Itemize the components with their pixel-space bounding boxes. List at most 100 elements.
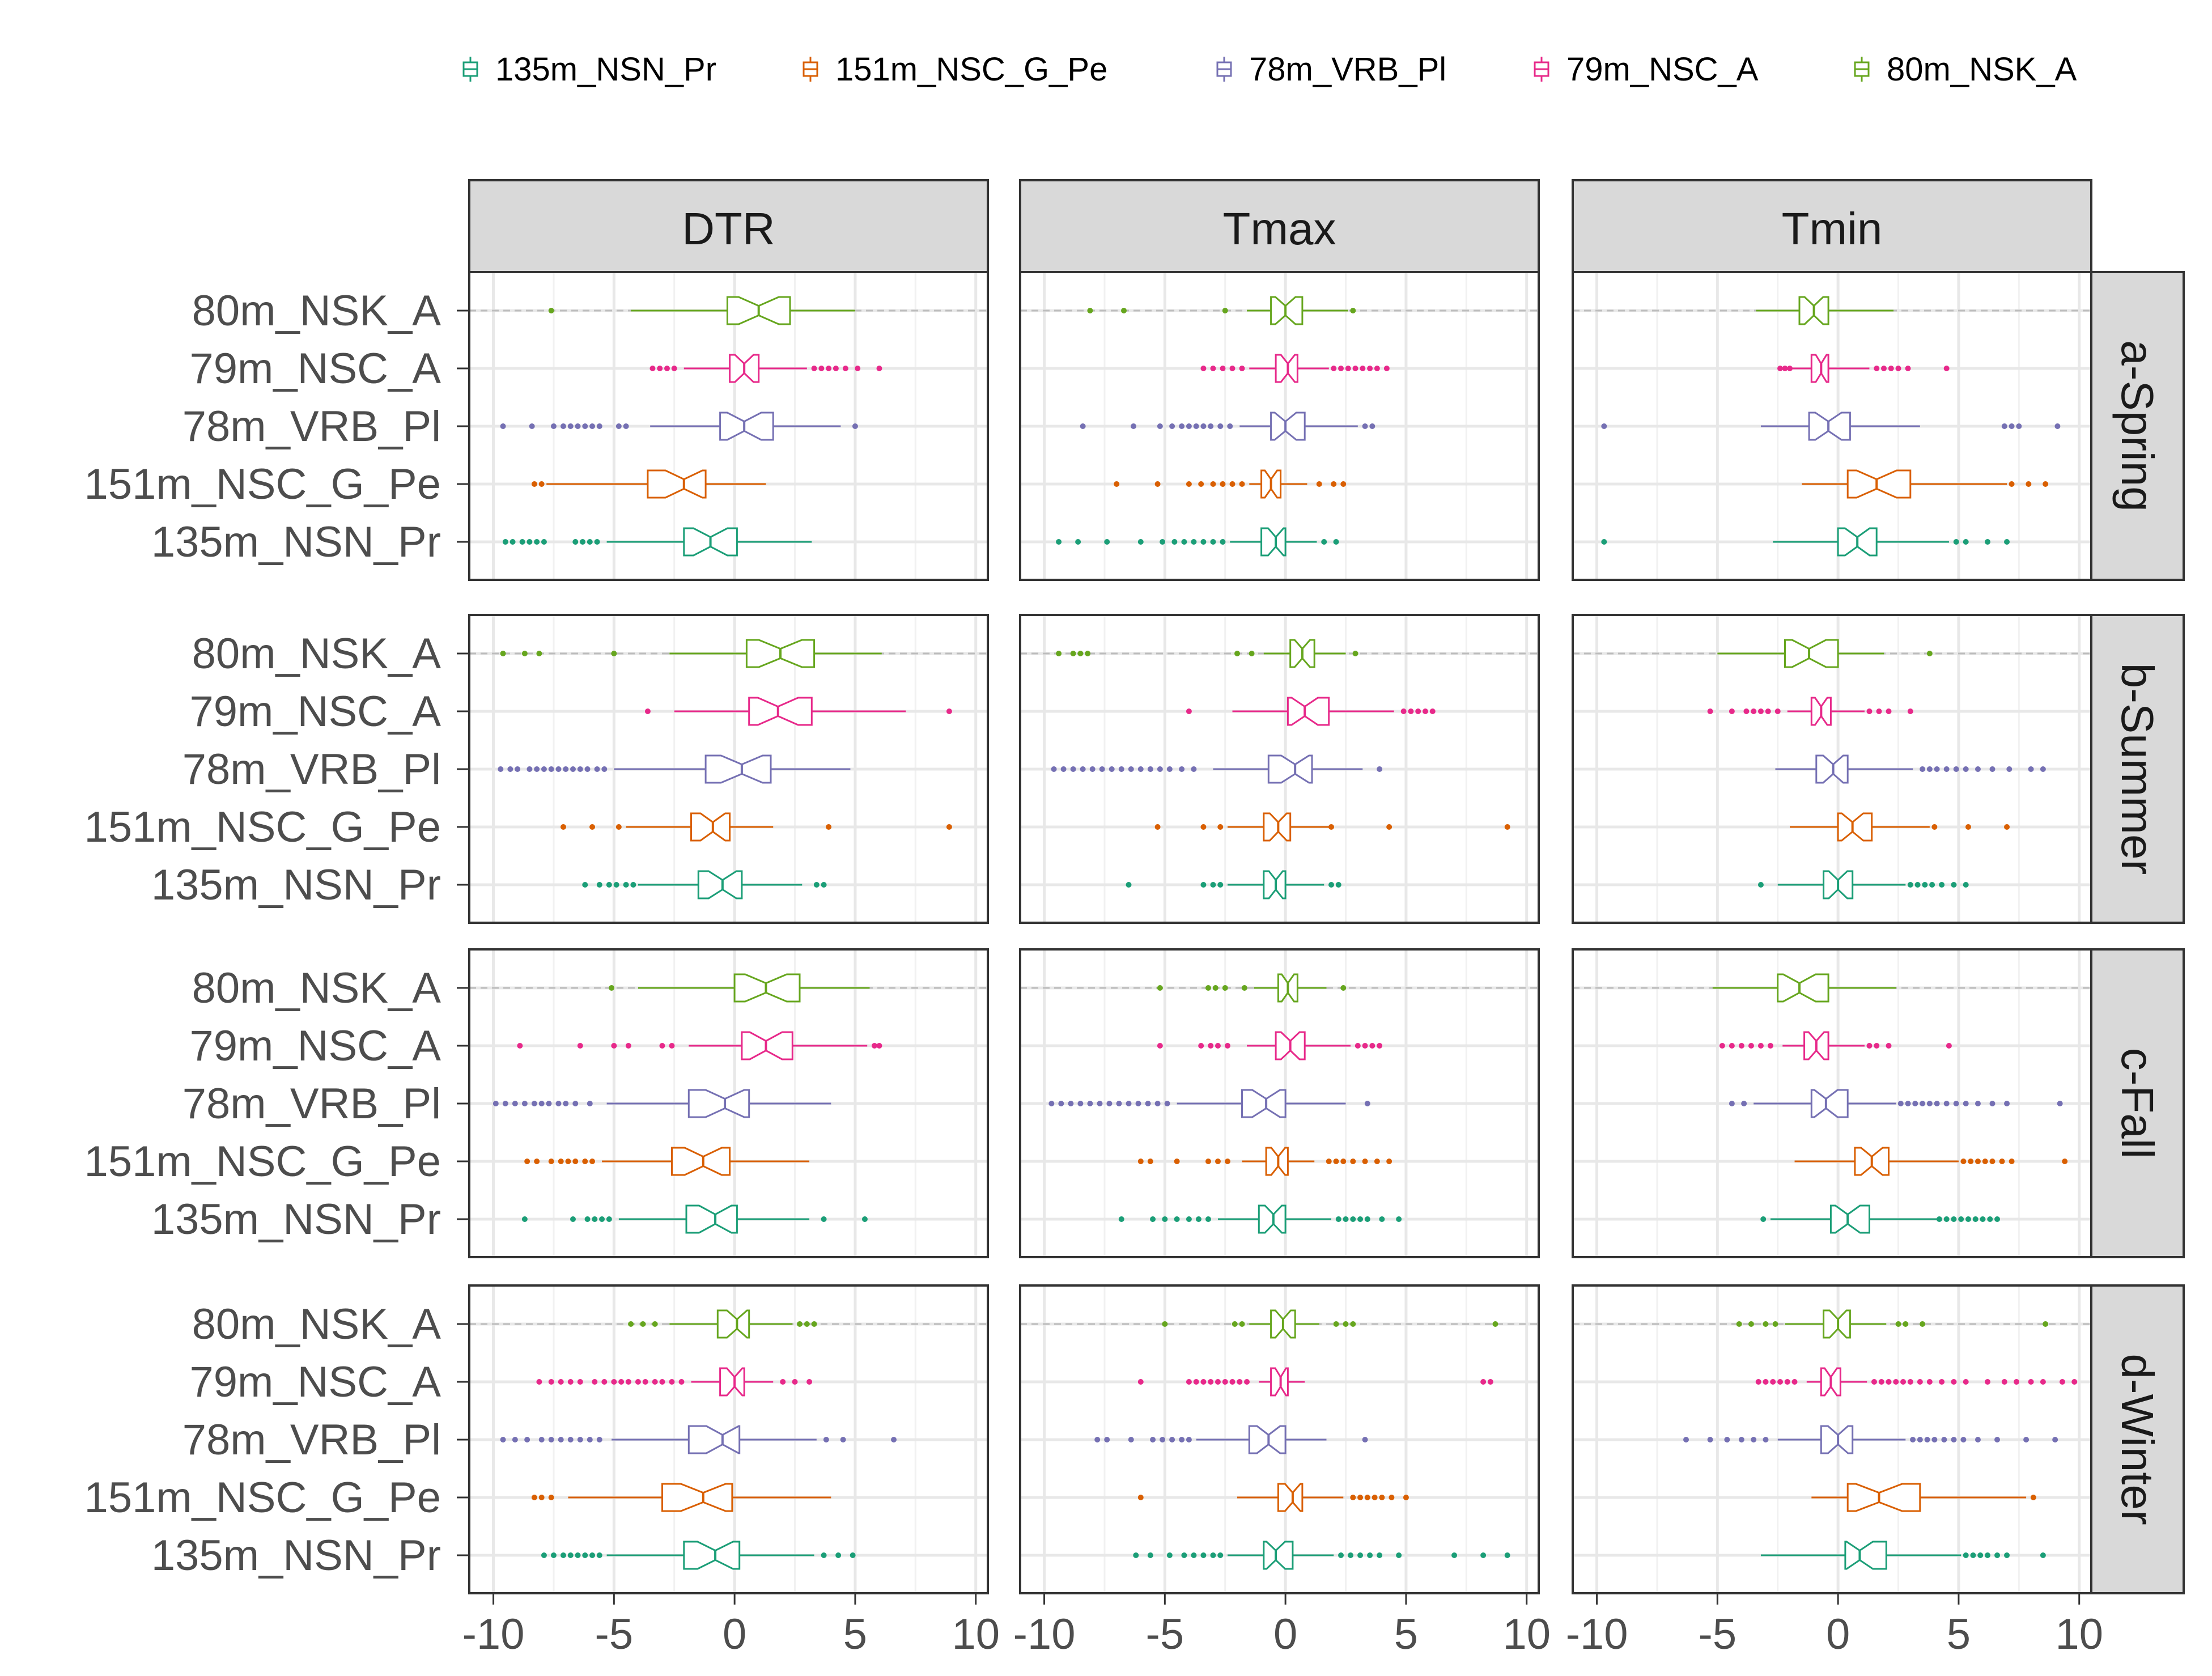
outlier-point (589, 1552, 596, 1558)
outlier-point (780, 1379, 786, 1385)
notched-box (1270, 411, 1306, 441)
outlier-point (833, 366, 839, 371)
boxplot-80m-nsk-a (1736, 1309, 2049, 1339)
notched-box (1815, 754, 1849, 784)
outlier-point (1480, 1379, 1487, 1385)
facet-strip-label-dtr: DTR (682, 203, 775, 254)
outlier-point (2040, 766, 2046, 772)
row-strip-label-b-summer: b-Summer (2112, 663, 2163, 875)
boxplot-135m-nsn-pr (1056, 527, 1339, 557)
outlier-point (1338, 1552, 1344, 1558)
outlier-point (1056, 651, 1062, 656)
outlier-point (1888, 366, 1894, 371)
outlier-point (1160, 1437, 1166, 1442)
notched-box (690, 812, 731, 842)
outlier-point (1099, 766, 1105, 772)
outlier-point (657, 366, 663, 371)
outlier-point (1951, 1216, 1957, 1222)
outlier-point (606, 882, 612, 888)
outlier-point (515, 766, 521, 772)
outlier-point (649, 366, 656, 371)
panel-tmin-d-winter (1572, 1284, 2092, 1594)
outlier-point (1229, 1379, 1236, 1385)
outlier-point (555, 766, 562, 772)
y-tick-label-80m-nsk-a: 80m_NSK_A (192, 287, 441, 335)
outlier-point (811, 366, 817, 371)
outlier-point (592, 1379, 598, 1385)
outlier-point (502, 539, 508, 545)
outlier-point (1070, 766, 1076, 772)
outlier-point (1205, 1159, 1211, 1164)
outlier-point (842, 366, 848, 371)
outlier-point (575, 423, 581, 429)
outlier-point (548, 1437, 554, 1442)
outlier-point (2057, 1101, 2063, 1106)
outlier-point (659, 1379, 665, 1385)
outlier-point (1374, 1159, 1380, 1164)
outlier-point (1601, 423, 1607, 429)
panel-dtr-a-spring (468, 271, 989, 581)
outlier-point (1077, 651, 1084, 656)
outlier-point (606, 1216, 612, 1222)
outlier-point (1968, 1159, 1974, 1164)
outlier-point (1154, 824, 1161, 830)
outlier-point (1975, 766, 1981, 772)
outlier-point (538, 1101, 545, 1106)
outlier-point (1331, 366, 1337, 371)
outlier-point (613, 882, 619, 888)
outlier-point (1763, 1437, 1769, 1442)
panel-tmin-c-fall (1572, 948, 2092, 1258)
outlier-point (1994, 1437, 2001, 1442)
outlier-point (1133, 1552, 1139, 1558)
outlier-point (1328, 882, 1334, 888)
outlier-point (587, 1101, 593, 1106)
outlier-point (1777, 1379, 1783, 1385)
outlier-point (1926, 1379, 1933, 1385)
outlier-point (1075, 539, 1081, 545)
outlier-point (1198, 481, 1204, 487)
outlier-point (1328, 824, 1334, 830)
boxplot-78m-vrb-pl (1051, 754, 1383, 784)
outlier-point (1191, 766, 1197, 772)
outlier-point (1989, 1101, 1996, 1106)
notched-box (687, 1425, 741, 1454)
outlier-point (536, 1379, 542, 1385)
outlier-point (1943, 1101, 1950, 1106)
outlier-point (1980, 1216, 1986, 1222)
outlier-point (1907, 1379, 1913, 1385)
outlier-point (1056, 539, 1062, 545)
outlier-point (1350, 1495, 1356, 1500)
outlier-point (1975, 1159, 1981, 1164)
legend-key-79m-nsc-a (1534, 57, 1549, 82)
outlier-point (1137, 1495, 1144, 1500)
outlier-point (818, 366, 825, 371)
outlier-point (527, 539, 533, 545)
boxplot-151m-nsc-g-pe (531, 1483, 831, 1512)
outlier-point (536, 651, 542, 656)
outlier-point (548, 1379, 554, 1385)
panel-dtr-c-fall (468, 948, 989, 1258)
boxplot-79m-nsc-a (1719, 1031, 1952, 1060)
outlier-point (1147, 1159, 1153, 1164)
outlier-point (1936, 1216, 1942, 1222)
notched-box (647, 469, 707, 499)
panel-tmax-c-fall (1019, 948, 1540, 1258)
outlier-point (1408, 708, 1414, 714)
outlier-point (1357, 1495, 1364, 1500)
outlier-point (1738, 1437, 1744, 1442)
notched-box (1823, 1309, 1851, 1339)
row-strip-a-spring (2090, 271, 2185, 581)
outlier-point (1340, 985, 1347, 991)
outlier-point (1051, 766, 1057, 772)
outlier-point (1181, 1552, 1187, 1558)
outlier-point (1131, 423, 1137, 429)
outlier-point (946, 824, 952, 830)
notched-box (1287, 697, 1330, 726)
outlier-point (792, 1379, 798, 1385)
boxplot-151m-nsc-g-pe (1137, 1483, 1409, 1512)
outlier-point (1097, 1101, 1103, 1106)
outlier-point (1362, 1043, 1368, 1049)
outlier-point (1972, 1216, 1979, 1222)
outlier-point (1215, 1043, 1221, 1049)
legend-item-80m-nsk-a: 80m_NSK_A (1854, 51, 2077, 88)
